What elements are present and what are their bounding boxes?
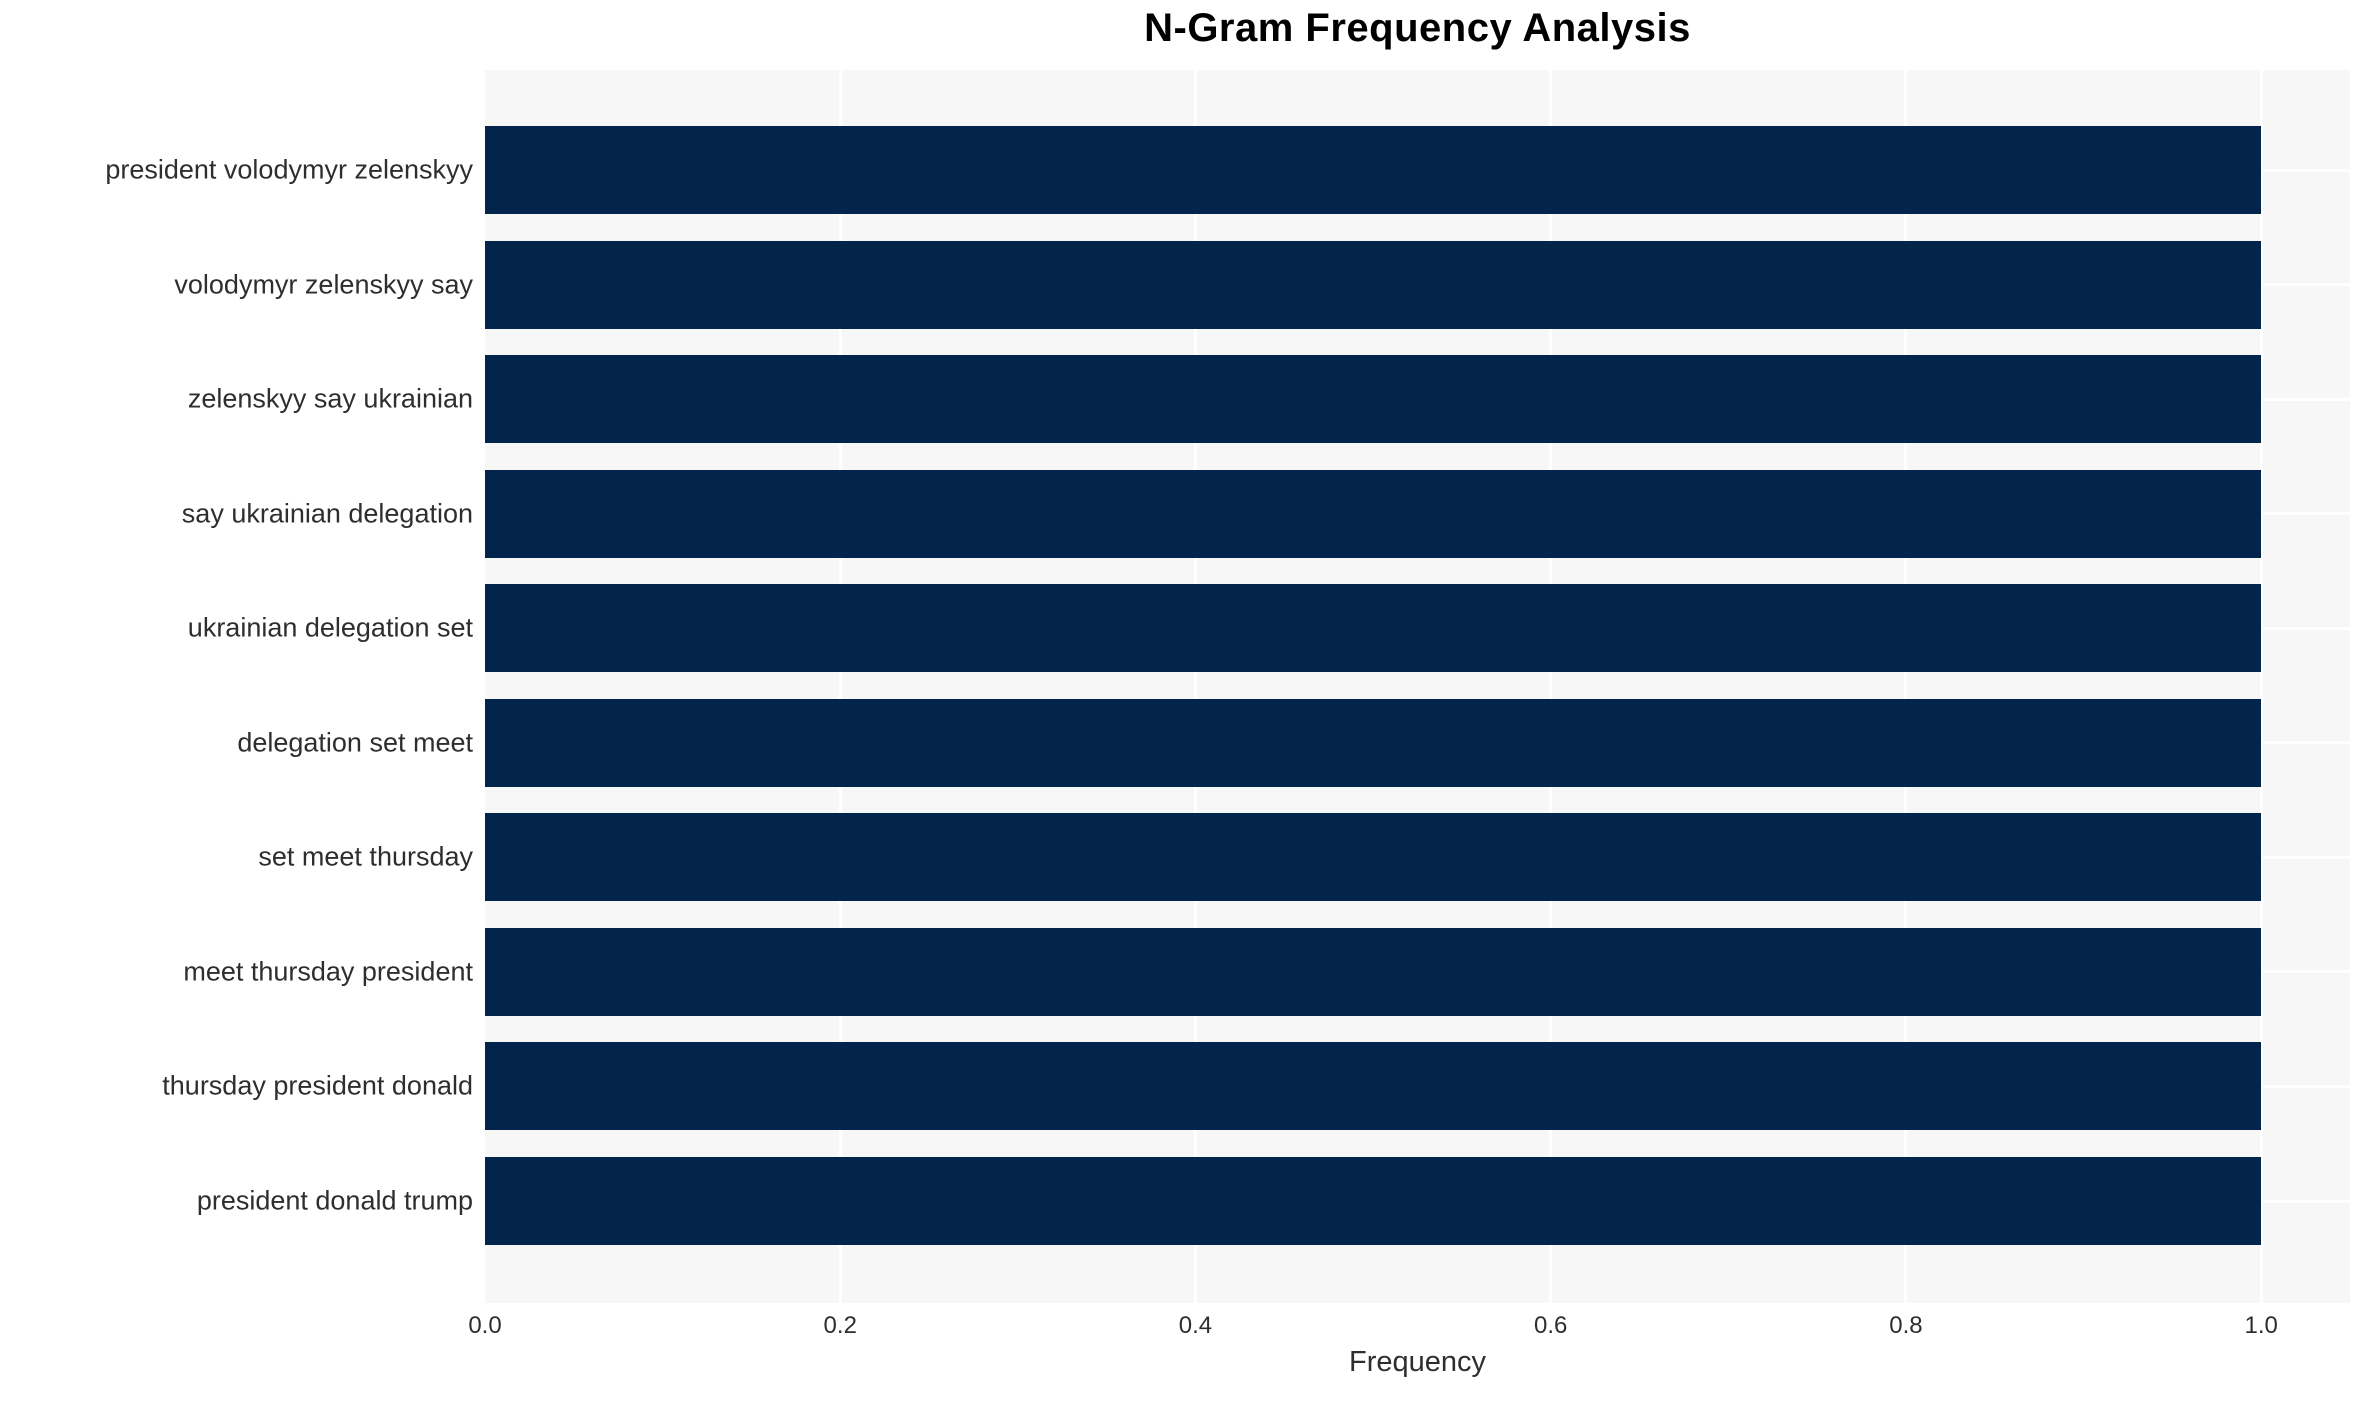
x-tick-label: 0.8 [1889, 1312, 1923, 1339]
bar [485, 698, 2262, 787]
chart-title: N-Gram Frequency Analysis [1144, 6, 1691, 50]
y-tick-label: set meet thursday [258, 841, 473, 872]
gridline-vertical [2259, 70, 2263, 1303]
y-tick-label: president donald trump [196, 1185, 473, 1216]
x-tick-label: 0.6 [1534, 1312, 1568, 1339]
bar [485, 469, 2262, 558]
bar [485, 355, 2262, 444]
y-tick-label: delegation set meet [237, 727, 473, 758]
x-tick-label: 0.0 [468, 1312, 502, 1339]
bar [485, 1156, 2262, 1245]
bars-container [485, 70, 2350, 1303]
y-tick-label: thursday president donald [162, 1070, 473, 1101]
bar [485, 813, 2262, 902]
x-axis-title: Frequency [1348, 1346, 1486, 1378]
y-tick-label: volodymyr zelenskyy say [174, 269, 473, 300]
gridline-vertical [1549, 70, 1553, 1303]
plot-area [485, 70, 2350, 1303]
y-tick-label: say ukrainian delegation [181, 498, 473, 529]
bar [485, 240, 2262, 329]
y-axis-labels: president volodymyr zelenskyy volodymyr z… [0, 0, 473, 1402]
gridline-vertical [1193, 70, 1197, 1303]
y-tick-label: meet thursday president [183, 956, 473, 987]
bar [485, 1042, 2262, 1131]
y-tick-label: ukrainian delegation set [187, 612, 473, 643]
bar [485, 584, 2262, 673]
x-tick-label: 0.4 [1178, 1312, 1213, 1339]
bar [485, 927, 2262, 1016]
gridline-vertical [838, 70, 842, 1303]
x-tick-label: 1.0 [2244, 1312, 2278, 1339]
gridline-vertical [1904, 70, 1908, 1303]
y-tick-label: president volodymyr zelenskyy [105, 154, 473, 185]
bar [485, 126, 2262, 214]
y-tick-label: zelenskyy say ukrainian [187, 383, 473, 414]
x-tick-label: 0.2 [823, 1312, 857, 1339]
